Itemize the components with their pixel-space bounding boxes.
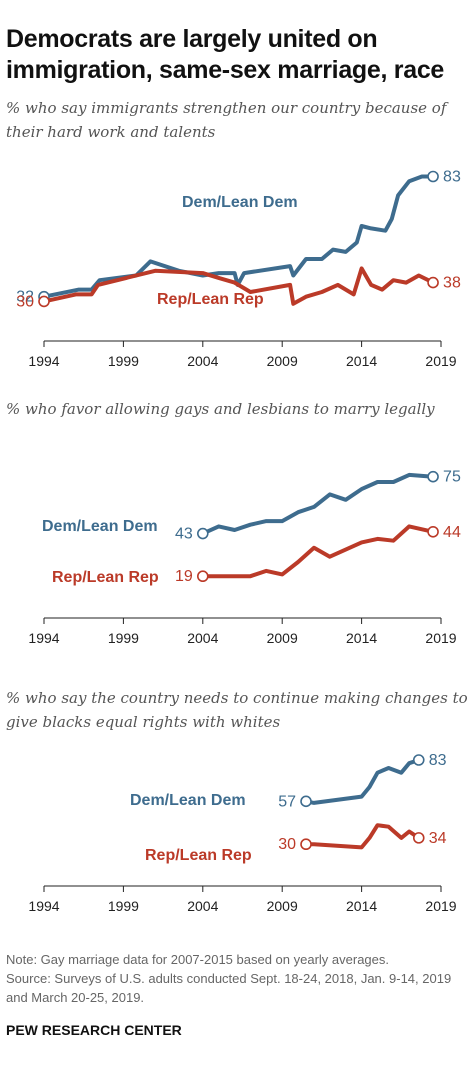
rep-end-value: 38	[443, 275, 461, 292]
equal-rights-chart: 57 83 30 34 1994 1999 2004 2009 2014 2019 Dem/Le…	[28, 752, 457, 914]
x-tick-label: 1999	[108, 630, 139, 646]
dem-end-value: 75	[443, 469, 461, 486]
dem-start-marker	[197, 527, 209, 540]
x-tick-label: 2004	[187, 630, 218, 646]
x-tick-label: 2009	[267, 898, 298, 914]
x-tick-label: 1994	[28, 630, 59, 646]
same-sex-marriage-chart: 43 75 19 44 1994 1999 2004 2009 2014 2019 Dem/Le…	[28, 469, 461, 646]
rep-end-marker	[427, 525, 439, 538]
note-text: Note: Gay marriage data for 2007-2015 ba…	[6, 952, 390, 967]
chart-title: Democrats are largely united on immigrat…	[6, 25, 445, 84]
marriage-series-layer: 43 75 19 44	[175, 469, 461, 586]
dem-start-value: 32	[16, 289, 34, 306]
dem-end-marker	[427, 470, 439, 483]
panel-1-subtitle: % who say immigrants strengthen our coun…	[6, 99, 447, 141]
x-tick-label: 2019	[425, 898, 456, 914]
chart-notes: Note: Gay marriage data for 2007-2015 ba…	[6, 950, 468, 1007]
x-tick-label: 2019	[425, 353, 456, 369]
rep-series-label: Rep/Lean Rep	[52, 569, 159, 586]
x-tick-label: 2014	[346, 630, 377, 646]
x-tick-label: 2019	[425, 630, 456, 646]
rep-series-label: Rep/Lean Rep	[157, 291, 264, 308]
pew-credit: PEW RESEARCH CENTER	[6, 1022, 182, 1038]
immigrants-chart: 32 83 30 38 1994 1999 2004 2009 2014 2019 Dem/Le…	[16, 169, 461, 370]
dem-end-value: 83	[443, 169, 461, 186]
rep-series-line	[200, 524, 436, 579]
panel-3-subtitle: % who say the country needs to continue …	[6, 689, 468, 731]
rep-series-line	[42, 266, 436, 306]
dem-series-line	[304, 758, 421, 805]
dem-end-marker	[427, 170, 439, 183]
dem-start-value: 43	[175, 526, 193, 543]
rep-start-value: 30	[16, 293, 34, 310]
dem-end-marker	[412, 754, 425, 766]
rep-start-value: 19	[175, 568, 193, 585]
equal-rights-x-ticks: 1994 1999 2004 2009 2014 2019	[28, 886, 457, 914]
dem-series-label: Dem/Lean Dem	[42, 518, 158, 535]
source-text: Source: Surveys of U.S. adults conducted…	[6, 971, 452, 1005]
rep-start-marker	[197, 570, 209, 583]
x-tick-label: 1999	[108, 353, 139, 369]
immigrants-series-layer: 32 83 30 38	[16, 169, 461, 311]
x-tick-label: 2004	[187, 898, 218, 914]
rep-start-marker	[300, 838, 312, 851]
dem-series-label: Dem/Lean Dem	[130, 792, 246, 809]
rep-series-line	[304, 823, 421, 850]
rep-series-label: Rep/Lean Rep	[145, 847, 252, 864]
dem-end-value: 83	[429, 752, 447, 769]
dem-start-marker	[300, 795, 312, 808]
dem-series-line	[42, 174, 436, 299]
x-tick-label: 1994	[28, 353, 59, 369]
rep-end-marker	[427, 276, 439, 289]
dem-series-line	[200, 472, 436, 536]
x-tick-label: 2009	[267, 630, 298, 646]
x-tick-label: 1994	[28, 898, 59, 914]
dem-start-value: 57	[278, 793, 296, 810]
x-tick-label: 1999	[108, 898, 139, 914]
immigrants-x-ticks: 1994 1999 2004 2009 2014 2019	[28, 341, 457, 369]
x-tick-label: 2004	[187, 353, 218, 369]
dem-series-label: Dem/Lean Dem	[182, 194, 298, 211]
x-tick-label: 2014	[346, 353, 377, 369]
rep-end-value: 44	[443, 524, 461, 541]
rep-end-value: 34	[429, 830, 447, 847]
equal-rights-series-layer: 57 83 30 34	[278, 752, 446, 853]
panel-2-subtitle: % who favor allowing gays and lesbians t…	[6, 400, 435, 418]
x-tick-label: 2014	[346, 898, 377, 914]
rep-start-value: 30	[278, 836, 296, 853]
x-tick-label: 2009	[267, 353, 298, 369]
rep-end-marker	[412, 832, 425, 844]
rep-start-marker	[38, 295, 50, 308]
marriage-x-ticks: 1994 1999 2004 2009 2014 2019	[28, 618, 457, 646]
